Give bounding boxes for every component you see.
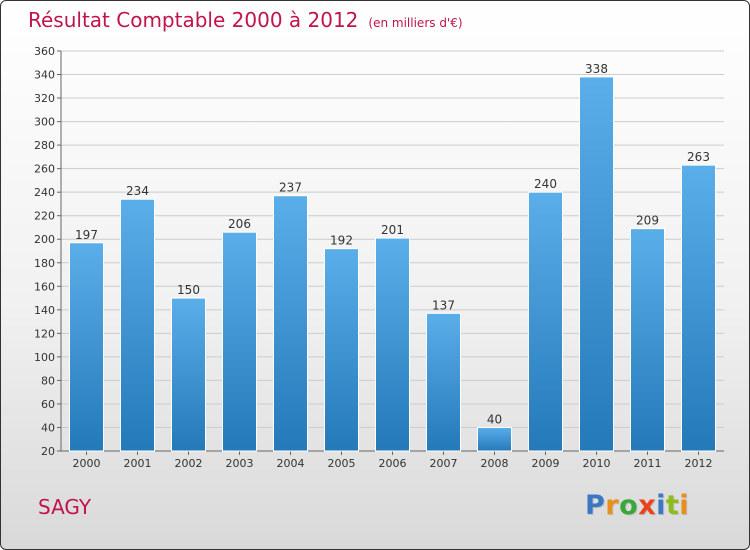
bar-2009: [528, 191, 563, 452]
y-tick-label: 20: [41, 445, 55, 458]
town-name: SAGY: [38, 495, 92, 519]
data-label-2006: 201: [381, 223, 404, 237]
x-tick-label-2011: 2011: [634, 457, 662, 470]
bar-2002: [171, 297, 206, 452]
logo-letter: r: [605, 490, 620, 521]
bar-2007: [426, 312, 461, 452]
data-label-2007: 137: [432, 298, 455, 312]
bar-2001: [120, 198, 155, 452]
data-label-2002: 150: [177, 283, 200, 297]
logo-letter: t: [665, 490, 680, 521]
y-tick-label: 60: [41, 398, 55, 411]
data-label-2005: 192: [330, 234, 353, 248]
x-tick-label-2003: 2003: [226, 457, 254, 470]
bar-2005: [324, 248, 359, 452]
logo-letter: i: [679, 490, 690, 521]
logo-letter: i: [656, 490, 666, 521]
y-tick-label: 180: [34, 257, 55, 270]
x-tick-label-2002: 2002: [175, 457, 203, 470]
bar-2003: [222, 231, 257, 452]
x-tick-label-2005: 2005: [328, 457, 356, 470]
y-tick-label: 320: [34, 92, 55, 105]
x-tick-label-2007: 2007: [430, 457, 458, 470]
data-label-2012: 263: [687, 150, 710, 164]
y-tick-label: 200: [34, 233, 55, 246]
bar-2004: [273, 195, 308, 452]
data-label-2004: 237: [279, 181, 302, 195]
x-tick-label-2012: 2012: [685, 457, 713, 470]
data-label-2003: 206: [228, 217, 251, 231]
data-label-2000: 197: [75, 228, 98, 242]
x-tick-label-2010: 2010: [583, 457, 611, 470]
x-tick-label-2008: 2008: [481, 457, 509, 470]
logo-letter: P: [585, 490, 606, 521]
data-label-2009: 240: [534, 177, 557, 191]
x-tick-label-2001: 2001: [124, 457, 152, 470]
bar-2008: [477, 426, 512, 452]
chart-title: Résultat Comptable 2000 à 2012 (en millie…: [28, 8, 463, 32]
y-tick-label: 260: [34, 163, 55, 176]
data-label-2001: 234: [126, 184, 149, 198]
chart-units: (en milliers d'€): [368, 16, 463, 30]
x-tick-label-2009: 2009: [532, 457, 560, 470]
chart-title-text: Résultat Comptable 2000 à 2012: [28, 8, 359, 32]
y-tick-label: 40: [41, 421, 55, 434]
logo-letter: o: [619, 490, 639, 521]
bars: [69, 76, 716, 452]
data-label-2010: 338: [585, 62, 608, 76]
x-tick-label-2004: 2004: [277, 457, 305, 470]
y-tick-label: 280: [34, 139, 55, 152]
y-tick-label: 140: [34, 304, 55, 317]
x-tick-label-2000: 2000: [73, 457, 101, 470]
bar-2012: [681, 164, 716, 452]
data-label-2011: 209: [636, 214, 659, 228]
y-tick-label: 160: [34, 280, 55, 293]
bar-2011: [630, 228, 665, 452]
data-label-2008: 40: [487, 412, 502, 426]
labels: 197 2000 234 2001 150 2002 206 2003 237 2004 192 20…: [73, 62, 713, 470]
y-tick-label: 240: [34, 186, 55, 199]
y-tick-label: 120: [34, 327, 55, 340]
proxiti-logo: Proxiti: [585, 490, 689, 521]
logo-letter: x: [638, 490, 657, 521]
y-tick-label: 340: [34, 69, 55, 82]
y-tick-label: 300: [34, 116, 55, 129]
y-tick-label: 100: [34, 351, 55, 364]
y-tick-label: 80: [41, 374, 55, 387]
y-tick-label: 220: [34, 210, 55, 223]
y-tick-label: 360: [34, 45, 55, 58]
bar-2006: [375, 237, 410, 452]
bar-2000: [69, 242, 104, 452]
x-tick-label-2006: 2006: [379, 457, 407, 470]
bar-2010: [579, 76, 614, 452]
